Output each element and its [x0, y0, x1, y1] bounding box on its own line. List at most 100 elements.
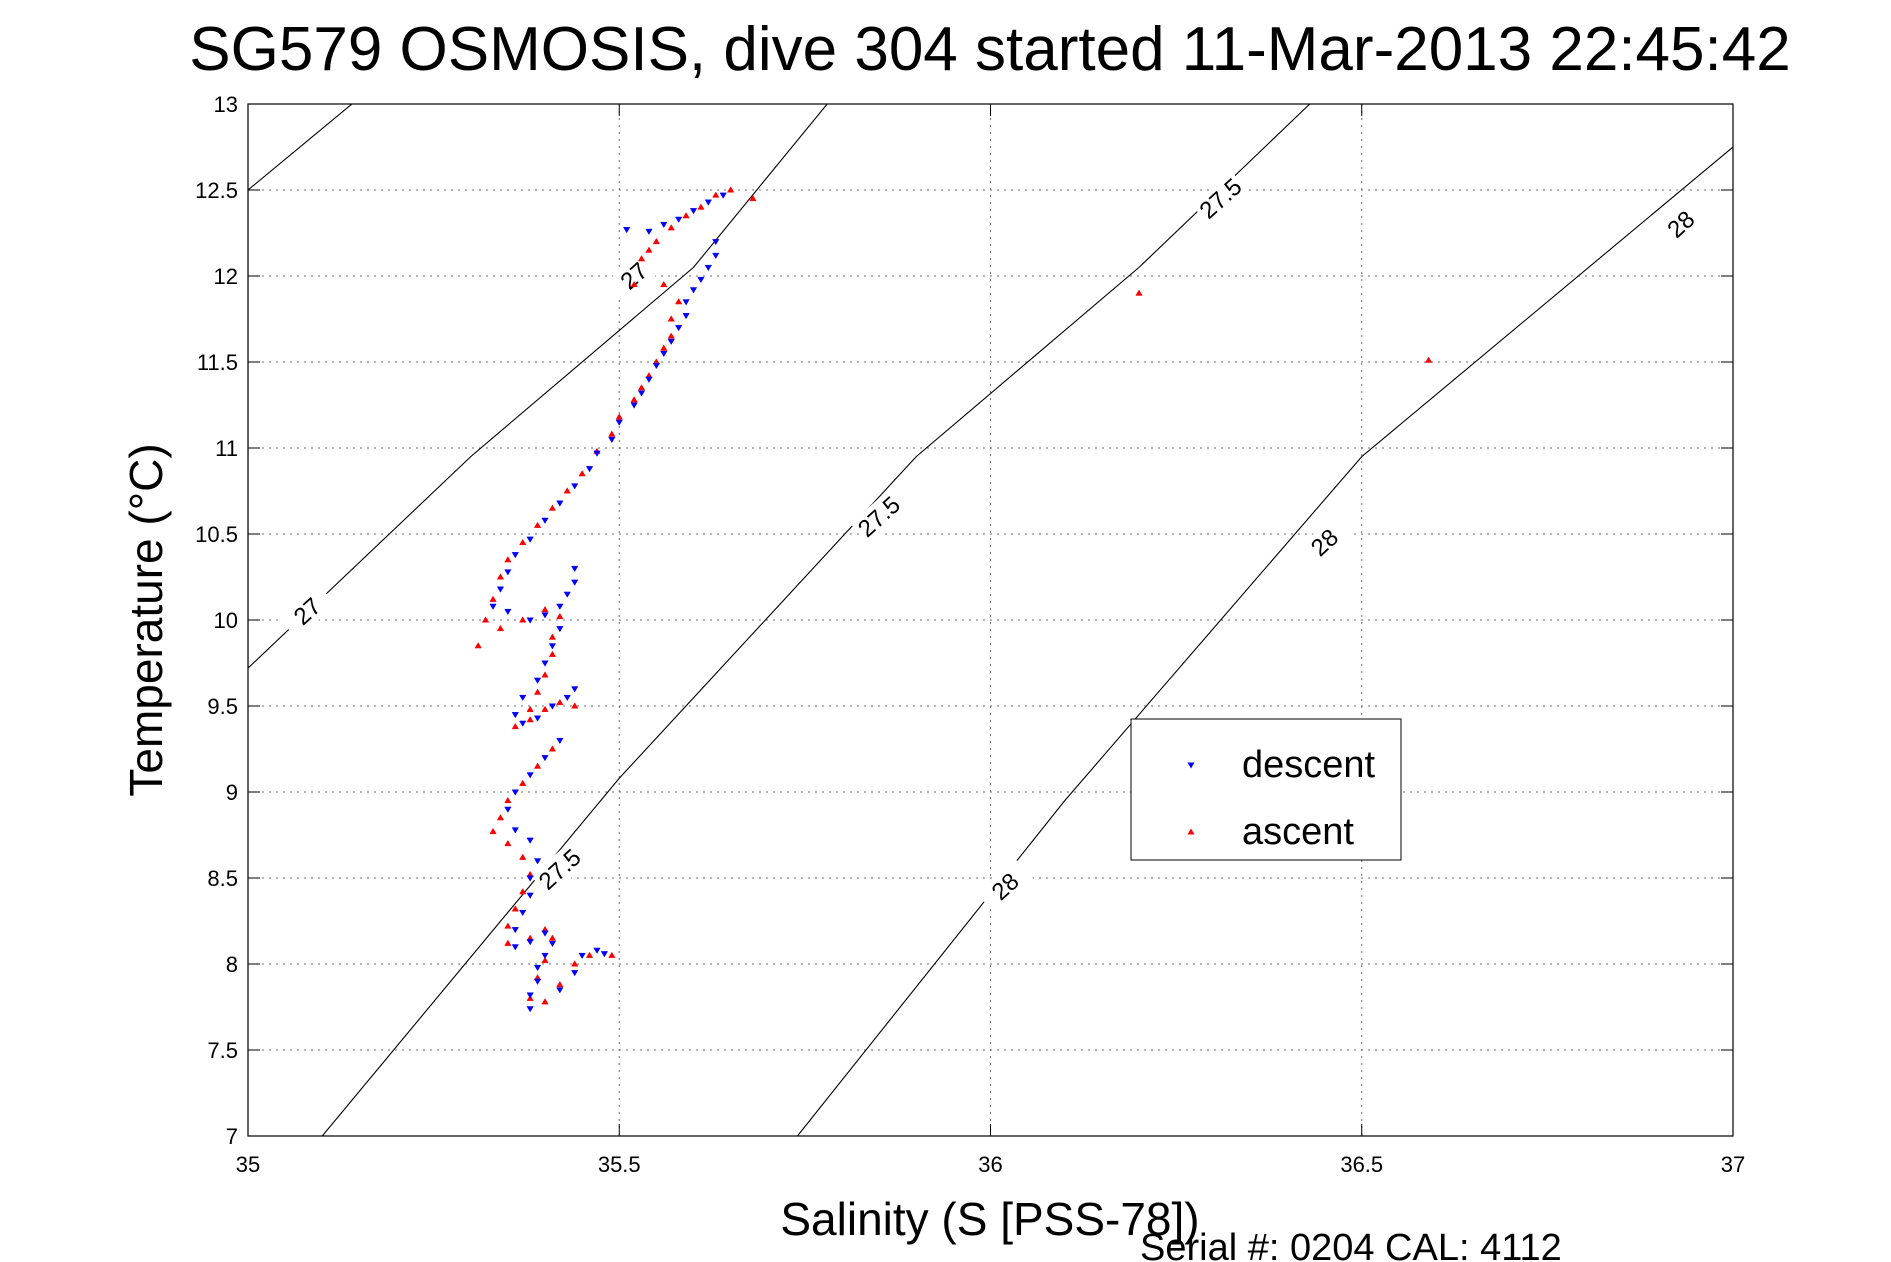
ascent-point	[667, 332, 675, 339]
ascent-point	[504, 839, 512, 847]
descent-point	[526, 772, 534, 779]
contour-label-background	[1295, 514, 1354, 571]
descent-point	[489, 603, 497, 610]
descent-point	[712, 252, 720, 260]
ascent-point	[511, 722, 519, 730]
y-tick-label: 7.5	[207, 1038, 238, 1063]
legend: descent ascent	[1130, 718, 1402, 861]
descent-point	[571, 970, 579, 977]
descent-point	[504, 608, 512, 616]
ascent-point	[726, 186, 735, 193]
contour-label-background	[1652, 196, 1710, 253]
ascent-point	[682, 212, 690, 219]
ascent-point	[675, 298, 683, 305]
descent-point	[660, 350, 668, 358]
y-axis-label: Temperature (°C)	[120, 443, 172, 796]
descent-point	[533, 715, 542, 722]
ascent-point	[496, 624, 505, 632]
ascent-point	[511, 905, 519, 912]
y-tick-label: 10	[214, 608, 238, 633]
ascent-point	[526, 705, 534, 712]
ascent-point	[578, 470, 586, 477]
series-descent	[489, 192, 727, 1013]
x-tick-label: 36	[978, 1152, 1002, 1177]
descent-point	[704, 264, 712, 272]
descent-point	[511, 827, 519, 834]
y-tick-label: 10.5	[195, 522, 238, 547]
ascent-point	[548, 650, 557, 657]
legend-descent-marker	[1187, 762, 1195, 769]
descent-point	[556, 626, 564, 633]
descent-point	[571, 686, 579, 693]
x-tick-label: 36.5	[1340, 1152, 1383, 1177]
ascent-point	[548, 745, 557, 752]
ascent-point	[533, 521, 542, 528]
ascent-point	[519, 853, 527, 860]
descent-point	[637, 390, 646, 397]
y-tick-label: 8.5	[207, 866, 238, 891]
descent-point	[667, 338, 675, 346]
descent-point	[556, 603, 564, 610]
descent-point	[697, 276, 705, 284]
ascent-point	[645, 246, 653, 253]
descent-point	[600, 951, 609, 958]
ascent-point	[496, 814, 505, 821]
x-axis-label: Salinity (S [PSS-78])	[780, 1193, 1199, 1245]
descent-point	[526, 875, 534, 882]
contour-label-background	[605, 248, 663, 304]
contour-label-background	[976, 858, 1035, 915]
ascent-point	[504, 922, 512, 929]
series-ascent	[474, 186, 1433, 1005]
descent-point	[675, 216, 683, 223]
ascent-point	[504, 556, 512, 563]
ascent-point	[548, 504, 557, 511]
descent-point	[623, 227, 631, 234]
density-contour-line	[321, 104, 1311, 1136]
axis-ticks: 35 35.5 36 36.5 37 7 7.5 8 8.5 9 9.5 10 10.5 11 11.5 12…	[195, 92, 1745, 1177]
contour-label-background	[531, 841, 589, 898]
y-tick-label: 8	[226, 952, 238, 977]
ascent-point	[519, 888, 527, 895]
descent-point	[541, 952, 549, 960]
descent-point	[556, 737, 564, 745]
descent-point	[719, 192, 727, 199]
ascent-point	[489, 595, 497, 602]
ascent-point	[571, 960, 579, 967]
descent-point	[533, 964, 542, 972]
y-tick-label: 11	[215, 436, 238, 461]
contour-label-background	[850, 488, 908, 545]
ascent-point	[563, 487, 571, 494]
ascent-point	[667, 315, 675, 322]
descent-point	[526, 1006, 534, 1013]
descent-point	[526, 617, 534, 624]
descent-point	[504, 569, 512, 576]
descent-point	[689, 287, 698, 294]
descent-point	[519, 909, 527, 917]
chart-title: SG579 OSMOSIS, dive 304 started 11-Mar-2…	[189, 15, 1790, 84]
descent-point	[571, 579, 579, 586]
contour-label-background	[278, 583, 337, 640]
ascent-point	[697, 203, 705, 210]
y-tick-label: 12.5	[195, 178, 238, 203]
descent-point	[712, 239, 720, 246]
descent-point	[533, 677, 542, 684]
descent-point	[541, 517, 549, 524]
descent-point	[630, 402, 638, 409]
descent-point	[511, 712, 519, 719]
ascent-point	[630, 280, 638, 288]
descent-point	[660, 221, 668, 229]
descent-point	[563, 694, 571, 702]
ascent-point	[541, 705, 549, 712]
ascent-point	[533, 762, 542, 769]
y-tick-label: 13	[214, 92, 238, 117]
descent-point	[578, 952, 586, 960]
ascent-point	[652, 237, 661, 245]
ascent-point	[548, 633, 557, 640]
data-points	[474, 186, 1433, 1013]
ascent-point	[519, 779, 527, 786]
ascent-point	[541, 605, 549, 613]
descent-point	[541, 612, 549, 619]
descent-point	[615, 419, 623, 426]
descent-point	[645, 228, 653, 235]
